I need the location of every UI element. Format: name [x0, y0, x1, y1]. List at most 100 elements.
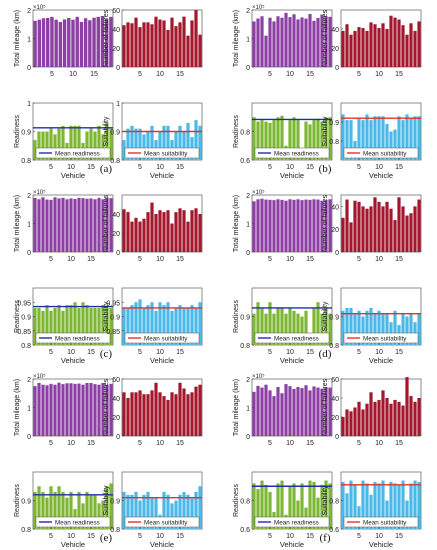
figure-b-failures-bar — [377, 28, 381, 67]
figure-e-failures-xtick-label: 15 — [176, 440, 184, 447]
figure-a-readiness-ylabel: Readiness — [14, 114, 21, 148]
figure-a-mileage-ytick-label: 0 — [27, 65, 31, 72]
figure-b-mileage-bar — [296, 19, 300, 67]
figure-f-failures-bar — [349, 411, 353, 436]
figure-f-mileage-xtick-label: 10 — [286, 440, 294, 447]
figure-c-failures-bar — [154, 214, 158, 252]
figure-c-mileage-xtick-label: 5 — [49, 256, 53, 263]
figure-d-mileage-bar — [300, 200, 304, 252]
figure-f-mileage-ylabel: Total mileage (km) — [233, 379, 240, 436]
figure-d-mileage-bar — [276, 199, 280, 252]
figure-a-readiness-xtick-label: 5 — [49, 164, 53, 171]
figure-f-readiness-ytick-label: 0.8 — [240, 499, 250, 506]
figure-b-failures-bar — [413, 30, 417, 67]
figure-c-suitability-bar — [122, 307, 126, 345]
figure-b-mileage-bar — [264, 35, 268, 67]
figure-f-mileage-exponent: ×10⁵ — [252, 373, 265, 380]
figure-f-failures-ytick-label: 40 — [331, 396, 339, 403]
figure-f-failures-bar — [361, 409, 365, 436]
figure-c-suitability-bar — [190, 305, 194, 345]
figure-a-readiness-bar — [37, 131, 41, 160]
figure-c-suitability-ytick-label: 0.9 — [110, 315, 120, 322]
figure-c-readiness-bar — [89, 307, 93, 345]
figure-b-failures-bar — [369, 22, 373, 68]
figure-c-readiness-ytick-label: 0.9 — [21, 315, 31, 322]
figure-b-suitability-xtick-label: 5 — [357, 164, 361, 171]
figure-d-suitability-xtick-label: 15 — [395, 349, 403, 356]
figure-e-readiness-bar — [65, 497, 69, 529]
figure-b-failures-bar — [381, 23, 385, 67]
figure-b-readiness-bar — [304, 121, 308, 160]
figure-e-readiness-bar — [69, 491, 73, 529]
figure-e-suitability-bar — [166, 494, 170, 529]
figure-f-suitability-bar — [369, 494, 373, 529]
figure-c-readiness-legend-label: Mean readiness — [55, 336, 100, 343]
figure-e-mileage-bar — [61, 384, 65, 436]
figure-c-mileage-bar — [85, 198, 89, 252]
figure-e-readiness-bar — [101, 500, 105, 529]
figure-b-suitability-bar — [377, 116, 381, 160]
figure-d-mileage-bar — [312, 199, 316, 252]
figure-c-suitability-bar — [162, 305, 166, 345]
figure-e-failures-bar — [198, 384, 202, 436]
figure-d-readiness-bar — [288, 307, 292, 345]
figure-f-failures-bar — [381, 390, 385, 436]
figure-d-readiness-bar — [256, 302, 260, 345]
figure-d-failures-panel: 0 20 40 5 10 15 Number of failures — [322, 194, 422, 263]
figure-e-suitability-ylabel: Suitability — [103, 485, 110, 515]
figure-d-mileage-bar — [268, 199, 272, 252]
figure-a-readiness-bar — [49, 128, 53, 160]
figure-d-suitability-bar — [353, 313, 357, 345]
figure-c-failures-ytick-label: 40 — [112, 212, 120, 219]
figure-f-readiness-bar — [288, 486, 292, 529]
figure-f-mileage-panel: 0 1 2 5 10 15 Total mileage (km) ×10⁵ — [233, 373, 333, 447]
figure-f-mileage-bar — [280, 393, 284, 436]
figure-f-suitability-ytick-label: 0.8 — [329, 499, 339, 506]
figure-c-suitability-bar — [182, 307, 186, 345]
figure-f-suitability-bar — [393, 483, 397, 529]
figure-e-failures-bar — [150, 390, 154, 436]
figure-e-mileage-bar — [85, 382, 89, 436]
figure-a-mileage-bar — [104, 19, 109, 67]
figure-a-suitability-xtick-label: 5 — [138, 164, 142, 171]
figure-d-suitability-bar — [373, 313, 377, 345]
figure-f-mileage-bar — [288, 386, 292, 437]
figure-f-suitability-legend-label: Mean suitability — [363, 520, 407, 527]
figure-a-mileage-bar — [62, 19, 67, 67]
figure-d-readiness-xtick-label: 5 — [268, 349, 272, 356]
figure-a-readiness-legend-label: Mean readiness — [55, 151, 100, 158]
figure-d-readiness-xtick-label: 10 — [286, 349, 294, 356]
figure-b-failures-bar — [417, 21, 421, 67]
figure-b-failures-bar — [349, 34, 353, 67]
figure-d-mileage-xtick-label: 15 — [306, 256, 314, 263]
figure-f-suitability-ytick-label: 0.6 — [329, 527, 339, 534]
figure-a-suitability-bar — [174, 131, 178, 160]
figure-d-mileage-bar — [280, 199, 284, 252]
figure-d-failures-xtick-label: 15 — [395, 256, 403, 263]
figure-a-mileage-bar — [88, 20, 92, 67]
figure-c-readiness-ytick-label: 0.95 — [17, 300, 31, 307]
figure-d-suitability-ytick-label: 0.8 — [329, 343, 339, 350]
figure-b-failures-ytick-label: 40 — [331, 27, 339, 34]
figure-a-mileage-xtick-label: 10 — [69, 71, 77, 78]
figure-a-failures-ylabel: Number of failures — [103, 9, 110, 67]
figure-e-suitability-bar — [198, 486, 202, 529]
figure-f-failures-bar — [373, 401, 377, 436]
figure-a-suitability-bar — [134, 128, 138, 160]
figure-d-failures-frame — [340, 194, 422, 253]
figure-f-mileage-bar — [284, 384, 288, 436]
figure-d-readiness-bar — [300, 316, 304, 345]
figure-c-failures-xtick-label: 10 — [156, 256, 164, 263]
figure-b-failures-panel: 0 20 40 5 10 15 Number of failures — [322, 9, 422, 78]
figure-a-suitability-bar — [194, 120, 198, 160]
figure-f-failures-bar — [341, 417, 345, 436]
figure-e-readiness-bar — [81, 503, 85, 529]
figure-b-readiness-bar — [312, 120, 316, 160]
figure-c-mileage-bar — [65, 199, 69, 252]
figure-a-mileage-ylabel: Total mileage (km) — [14, 10, 21, 67]
figure-f-suitability-bar — [409, 483, 413, 529]
figure-a-suitability-bar — [166, 125, 170, 160]
figure-e-failures-bar — [154, 382, 158, 436]
figure-c-mileage-bar — [93, 199, 97, 252]
